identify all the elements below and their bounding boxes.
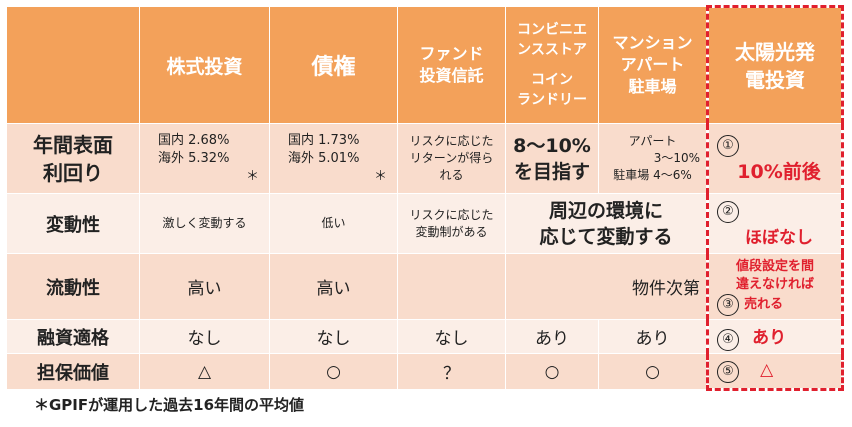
financing-mansion: あり — [598, 319, 708, 354]
financing-fund: なし — [397, 319, 506, 354]
number-badge: ② — [717, 200, 739, 223]
financing-stocks: なし — [139, 319, 270, 354]
yield-convenience: 8〜10% を目指す — [505, 123, 599, 194]
number-badge: ④ — [717, 328, 739, 351]
yield-stocks: 国内 2.68% 海外 5.32% ＊ — [139, 123, 270, 194]
financing-solar: ④ あり — [706, 319, 844, 354]
row-yield: 年間表面 利回り 国内 2.68% 海外 5.32% ＊ 国内 1.73% 海外 5.… — [6, 123, 844, 194]
collateral-bonds: ○ — [269, 353, 398, 390]
number-badge: ① — [717, 134, 739, 157]
header-solar: 太陽光発 電投資 — [706, 5, 844, 124]
yield-bonds: 国内 1.73% 海外 5.01% ＊ — [269, 123, 398, 194]
number-badge: ③ — [717, 293, 739, 316]
label-volatility: 変動性 — [6, 193, 140, 254]
collateral-convenience: ○ — [505, 353, 599, 390]
yield-mansion: アパート 3〜10% 駐車場 4〜6% — [598, 123, 708, 194]
collateral-stocks: △ — [139, 353, 270, 390]
comparison-table-wrapper: 株式投資 債権 ファンド 投資信託 コンビニエ ンスストア コイン ランドリー マンシ… — [6, 5, 844, 391]
liquidity-bonds: 高い — [269, 253, 398, 320]
liquidity-stocks: 高い — [139, 253, 270, 320]
header-row: 株式投資 債権 ファンド 投資信託 コンビニエ ンスストア コイン ランドリー マンシ… — [6, 5, 844, 124]
row-liquidity: 流動性 高い 高い 物件次第 値段設定を間 違えなければ ③ 売れる — [6, 253, 844, 320]
financing-bonds: なし — [269, 319, 398, 354]
volatility-bonds: 低い — [269, 193, 398, 254]
header-bonds: 債権 — [269, 6, 398, 124]
header-stocks: 株式投資 — [139, 6, 270, 124]
label-yield: 年間表面 利回り — [6, 123, 140, 194]
row-volatility: 変動性 激しく変動する 低い リスクに応じた 変動制がある 周辺の環境に 応じて変動… — [6, 193, 844, 254]
label-financing: 融資適格 — [6, 319, 140, 354]
liquidity-merged: 物件次第 — [505, 253, 708, 320]
label-collateral: 担保価値 — [6, 353, 140, 390]
collateral-mansion: ○ — [598, 353, 708, 390]
collateral-fund: ？ — [397, 353, 506, 390]
liquidity-fund — [397, 253, 506, 320]
header-fund: ファンド 投資信託 — [397, 6, 506, 124]
financing-convenience: あり — [505, 319, 599, 354]
yield-fund: リスクに応じた リターンが得ら れる — [397, 123, 506, 194]
volatility-solar: ② ほぼなし — [706, 193, 844, 254]
header-convenience: コンビニエ ンスストア コイン ランドリー — [505, 6, 599, 124]
number-badge: ⑤ — [717, 360, 739, 383]
label-liquidity: 流動性 — [6, 253, 140, 320]
header-mansion: マンション アパート 駐車場 — [598, 6, 708, 124]
footnote: ＊GPIFが運用した過去16年間の平均値 — [34, 396, 305, 414]
investment-comparison-table: 株式投資 債権 ファンド 投資信託 コンビニエ ンスストア コイン ランドリー マンシ… — [6, 5, 844, 391]
volatility-fund: リスクに応じた 変動制がある — [397, 193, 506, 254]
header-corner — [6, 6, 140, 124]
row-financing: 融資適格 なし なし なし あり あり ④ あり — [6, 319, 844, 354]
collateral-solar: ⑤ △ — [706, 353, 844, 391]
volatility-stocks: 激しく変動する — [139, 193, 270, 254]
liquidity-solar: 値段設定を間 違えなければ ③ 売れる — [706, 253, 844, 320]
volatility-merged: 周辺の環境に 応じて変動する — [505, 193, 708, 254]
row-collateral: 担保価値 △ ○ ？ ○ ○ ⑤ △ — [6, 353, 844, 391]
yield-solar: ① 10%前後 — [706, 123, 844, 194]
